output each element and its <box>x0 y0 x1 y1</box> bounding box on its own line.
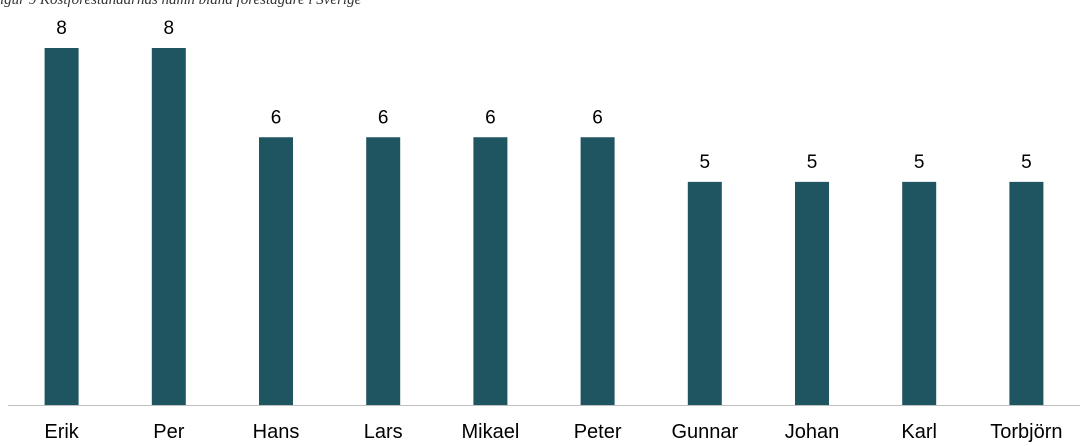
x-tick-label-lars: Lars <box>364 421 403 443</box>
value-label-lars: 6 <box>378 107 389 128</box>
bar-per <box>151 48 186 405</box>
value-label-johan: 5 <box>807 152 818 173</box>
x-tick-label-hans: Hans <box>253 421 300 443</box>
chart-title: igur 9 Kostföreståndarnas namn bland för… <box>0 0 362 8</box>
value-label-peter: 6 <box>592 107 603 128</box>
value-label-torbjörn: 5 <box>1021 152 1032 173</box>
value-label-per: 8 <box>164 18 175 39</box>
bar-gunnar <box>687 181 722 405</box>
bar-hans <box>259 137 293 405</box>
x-tick-labels-group: Erik Per Hans Lars Mikael Peter Gunnar Johan Kar… <box>44 421 1062 443</box>
x-tick-label-per: Per <box>153 421 184 443</box>
value-label-hans: 6 <box>271 107 282 128</box>
value-labels-group: 8 8 6 6 6 6 5 5 5 5 <box>56 18 1031 173</box>
bar-karl <box>902 181 937 405</box>
bar-lars <box>366 137 401 405</box>
x-tick-label-mikael: Mikael <box>462 421 520 443</box>
bars-group <box>44 48 1044 405</box>
value-label-karl: 5 <box>914 152 925 173</box>
x-tick-label-torbjörn: Torbjörn <box>990 421 1062 443</box>
x-tick-label-peter: Peter <box>574 421 622 443</box>
value-label-erik: 8 <box>56 18 67 39</box>
x-tick-label-gunnar: Gunnar <box>671 421 738 443</box>
value-label-mikael: 6 <box>485 107 496 128</box>
bar-peter <box>580 137 615 405</box>
bar-johan <box>795 181 829 405</box>
value-label-gunnar: 5 <box>700 152 711 173</box>
x-tick-label-johan: Johan <box>785 421 840 443</box>
bar-erik <box>44 48 79 405</box>
x-tick-label-karl: Karl <box>901 421 937 443</box>
bar-torbjörn <box>1009 181 1044 405</box>
x-tick-label-erik: Erik <box>44 421 79 443</box>
bar-mikael <box>473 137 508 405</box>
